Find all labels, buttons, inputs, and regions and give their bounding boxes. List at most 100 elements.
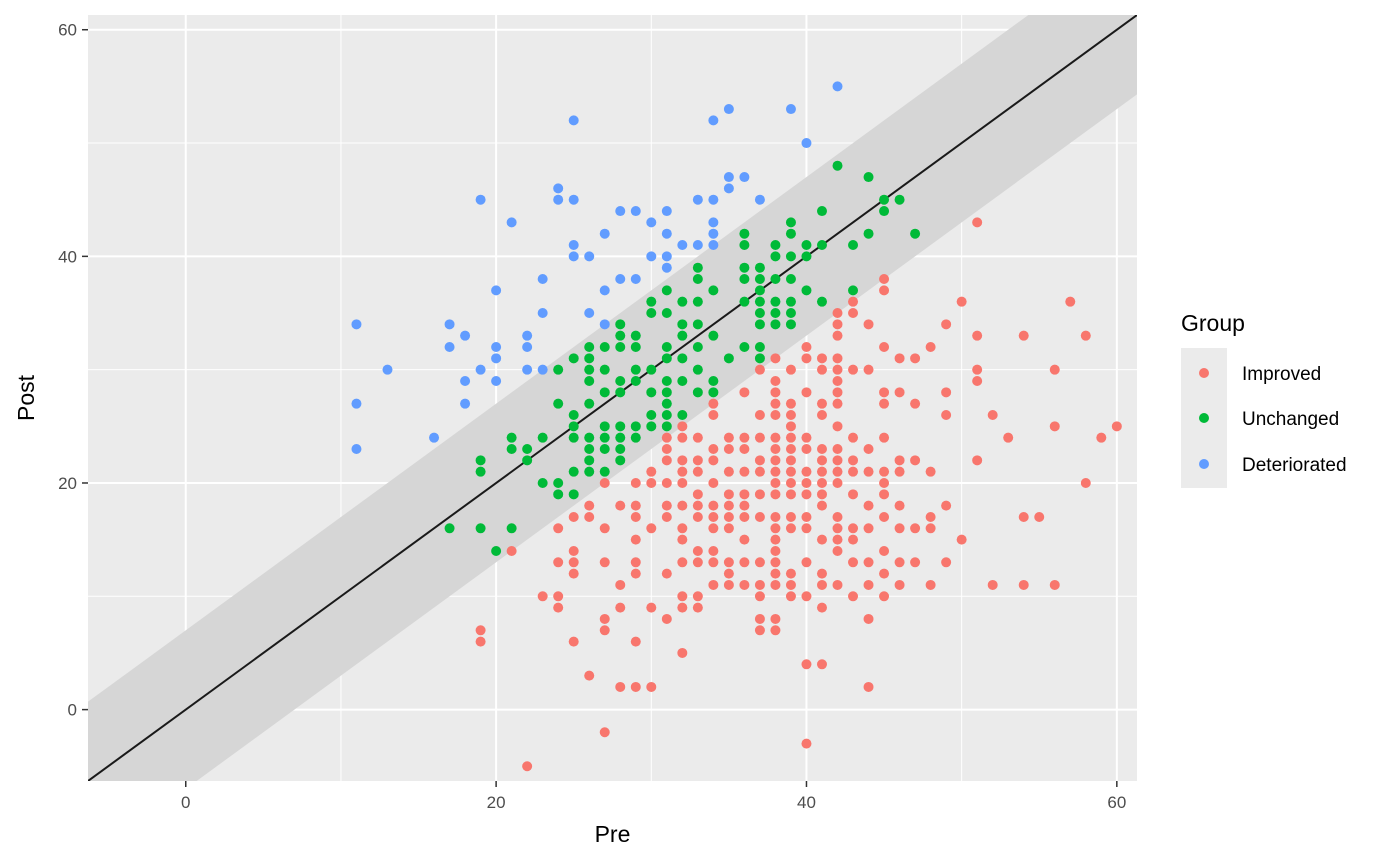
point-unchanged — [537, 477, 548, 488]
point-improved — [599, 625, 610, 636]
point-improved — [677, 647, 688, 658]
point-unchanged — [708, 330, 719, 341]
point-unchanged — [646, 364, 657, 375]
point-improved — [599, 727, 610, 738]
point-unchanged — [770, 274, 781, 285]
point-improved — [723, 443, 734, 454]
point-improved — [816, 579, 827, 590]
point-deteriorated — [801, 138, 812, 149]
point-improved — [785, 443, 796, 454]
point-unchanged — [863, 228, 874, 239]
point-unchanged — [848, 240, 859, 251]
point-improved — [723, 432, 734, 443]
point-unchanged — [770, 251, 781, 262]
point-unchanged — [677, 330, 688, 341]
point-improved — [584, 511, 595, 522]
point-unchanged — [615, 421, 626, 432]
point-deteriorated — [661, 228, 672, 239]
point-deteriorated — [708, 194, 719, 205]
point-improved — [863, 613, 874, 624]
point-improved — [770, 557, 781, 568]
point-improved — [879, 285, 890, 296]
point-deteriorated — [460, 376, 471, 387]
point-improved — [801, 591, 812, 602]
point-improved — [879, 387, 890, 398]
point-improved — [816, 602, 827, 613]
point-improved — [941, 387, 952, 398]
point-unchanged — [584, 364, 595, 375]
point-unchanged — [584, 353, 595, 364]
point-deteriorated — [351, 319, 362, 330]
point-improved — [879, 398, 890, 409]
point-improved — [894, 500, 905, 511]
point-improved — [848, 466, 859, 477]
point-unchanged — [770, 319, 781, 330]
point-deteriorated — [537, 308, 548, 319]
point-unchanged — [599, 443, 610, 454]
point-improved — [879, 342, 890, 353]
point-improved — [754, 579, 765, 590]
point-unchanged — [553, 477, 564, 488]
point-unchanged — [506, 432, 517, 443]
point-improved — [816, 455, 827, 466]
point-unchanged — [646, 308, 657, 319]
point-improved — [956, 534, 967, 545]
point-improved — [879, 477, 890, 488]
point-improved — [1034, 511, 1045, 522]
y-tick-label: 40 — [58, 247, 77, 266]
point-improved — [630, 681, 641, 692]
point-improved — [692, 500, 703, 511]
point-improved — [770, 353, 781, 364]
legend-label-unchanged: Unchanged — [1242, 409, 1339, 430]
point-improved — [770, 466, 781, 477]
point-improved — [692, 432, 703, 443]
point-unchanged — [661, 421, 672, 432]
point-improved — [816, 398, 827, 409]
point-deteriorated — [553, 183, 564, 194]
point-improved — [785, 579, 796, 590]
point-deteriorated — [568, 194, 579, 205]
legend-label-improved: Improved — [1242, 364, 1321, 385]
point-unchanged — [801, 240, 812, 251]
point-unchanged — [553, 489, 564, 500]
point-unchanged — [630, 421, 641, 432]
point-improved — [925, 342, 936, 353]
point-unchanged — [816, 240, 827, 251]
point-unchanged — [537, 432, 548, 443]
point-improved — [848, 308, 859, 319]
point-deteriorated — [584, 308, 595, 319]
point-improved — [537, 591, 548, 602]
point-improved — [754, 591, 765, 602]
point-improved — [770, 625, 781, 636]
point-deteriorated — [429, 432, 440, 443]
point-improved — [832, 534, 843, 545]
point-improved — [972, 376, 983, 387]
x-tick-label: 20 — [487, 793, 506, 812]
point-unchanged — [568, 353, 579, 364]
point-improved — [568, 636, 579, 647]
point-improved — [832, 319, 843, 330]
point-unchanged — [692, 274, 703, 285]
point-deteriorated — [661, 251, 672, 262]
point-improved — [987, 579, 998, 590]
point-improved — [739, 432, 750, 443]
point-unchanged — [677, 319, 688, 330]
point-unchanged — [661, 308, 672, 319]
point-improved — [801, 738, 812, 749]
point-unchanged — [832, 160, 843, 171]
point-improved — [832, 579, 843, 590]
point-improved — [754, 409, 765, 420]
point-improved — [925, 523, 936, 534]
point-improved — [770, 443, 781, 454]
point-improved — [863, 579, 874, 590]
point-unchanged — [568, 432, 579, 443]
point-deteriorated — [584, 251, 595, 262]
point-improved — [646, 681, 657, 692]
point-unchanged — [785, 319, 796, 330]
point-improved — [723, 489, 734, 500]
point-improved — [801, 432, 812, 443]
point-improved — [708, 398, 719, 409]
point-improved — [785, 364, 796, 375]
point-improved — [739, 466, 750, 477]
point-unchanged — [568, 466, 579, 477]
